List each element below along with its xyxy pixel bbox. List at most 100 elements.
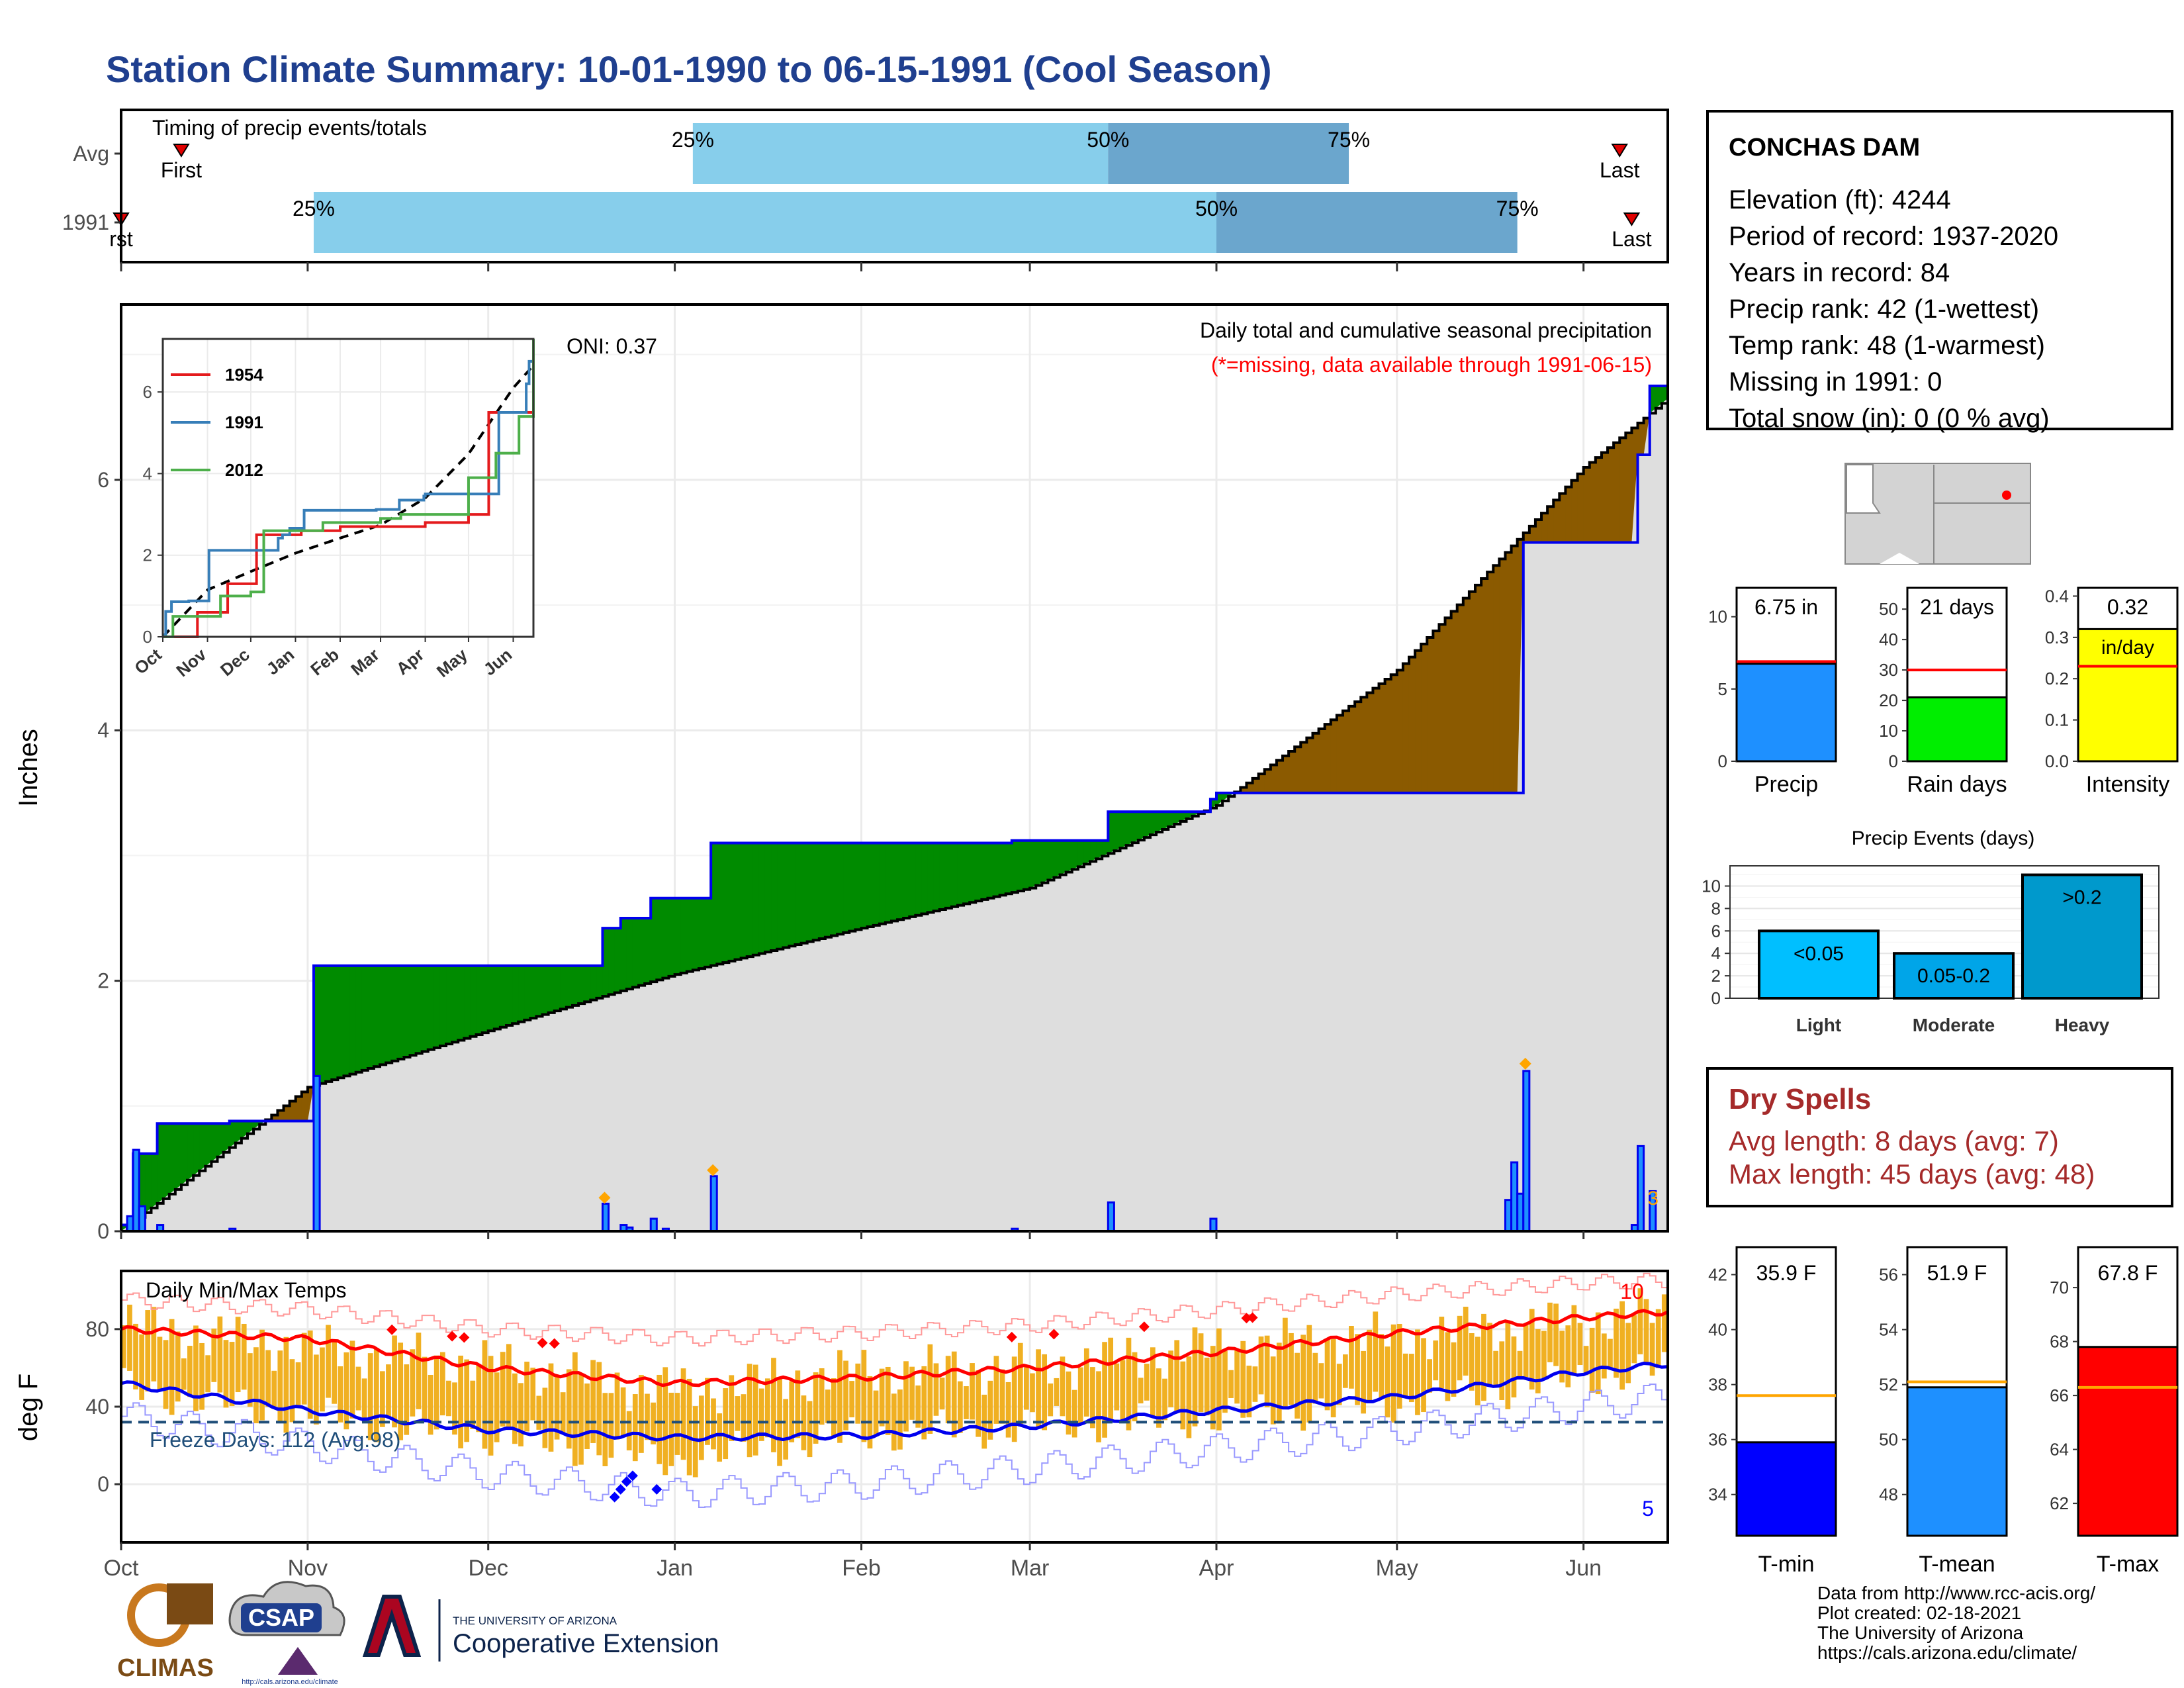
temp-ytick-label: 40 bbox=[85, 1395, 109, 1419]
mini-bar-ytick-label: 10 bbox=[1879, 721, 1898, 741]
precip-surplus-fill bbox=[151, 1153, 158, 1208]
ua-logo-a bbox=[362, 1595, 422, 1657]
precip-deficit-fill bbox=[1379, 683, 1386, 793]
daily-temp-bar bbox=[506, 1344, 512, 1430]
daily-temp-bar bbox=[1475, 1336, 1480, 1406]
daily-temp-bar bbox=[801, 1395, 807, 1450]
daily-temp-bar bbox=[795, 1370, 801, 1438]
precip-surplus-fill bbox=[253, 1121, 260, 1129]
record-high-marker bbox=[1006, 1331, 1017, 1342]
daily-temp-bar bbox=[157, 1336, 163, 1390]
precip-surplus-fill bbox=[668, 898, 676, 976]
daily-temp-bar bbox=[235, 1317, 241, 1393]
precip-deficit-fill bbox=[1535, 520, 1542, 543]
daily-temp-bar bbox=[873, 1390, 879, 1436]
daily-temp-bar bbox=[1295, 1352, 1300, 1419]
precip-surplus-fill bbox=[741, 843, 748, 959]
precip-surplus-fill bbox=[723, 843, 730, 963]
daily-temp-bar bbox=[404, 1364, 410, 1435]
precip-surplus-fill bbox=[717, 843, 723, 964]
precip-surplus-fill bbox=[542, 965, 549, 1015]
temp-xtick-label: Oct bbox=[104, 1556, 139, 1581]
precip-surplus-fill bbox=[338, 965, 345, 1078]
precip-surplus-fill bbox=[320, 965, 326, 1084]
precip-surplus-fill bbox=[1649, 385, 1657, 414]
daily-temp-bar bbox=[837, 1350, 842, 1443]
daily-temp-bar bbox=[964, 1386, 969, 1419]
mini-bar-ytick-label: 30 bbox=[1879, 660, 1898, 680]
mini-bar-label: Intensity bbox=[2086, 772, 2170, 797]
precip-surplus-fill bbox=[458, 965, 465, 1041]
precip-deficit-fill bbox=[1385, 679, 1392, 793]
daily-temp-bar bbox=[386, 1364, 391, 1418]
daily-temp-bar bbox=[903, 1361, 909, 1432]
precip-deficit-fill bbox=[1330, 720, 1338, 793]
events-bar-label: <0.05 bbox=[1794, 943, 1844, 964]
inset-series-1991 bbox=[163, 359, 533, 636]
daily-temp-bar bbox=[1493, 1350, 1499, 1385]
precip-surplus-fill bbox=[674, 898, 682, 975]
precip-deficit-fill bbox=[1390, 675, 1398, 793]
daily-temp-bar bbox=[1066, 1371, 1071, 1435]
daily-temp-bar bbox=[945, 1356, 951, 1424]
daily-temp-bar bbox=[1614, 1308, 1619, 1378]
precip-deficit-fill bbox=[1427, 637, 1433, 793]
daily-temp-bar bbox=[259, 1329, 265, 1421]
daily-temp-bar bbox=[1324, 1338, 1330, 1411]
precip-surplus-fill bbox=[326, 965, 332, 1082]
timing-p50-label: 50% bbox=[1195, 197, 1238, 220]
precip-surplus-fill bbox=[211, 1123, 218, 1162]
precip-surplus-fill bbox=[662, 898, 670, 978]
daily-temp-bar bbox=[283, 1336, 289, 1433]
daily-precip-bar bbox=[138, 1205, 146, 1233]
precip-surplus-fill bbox=[1192, 812, 1199, 816]
precip-deficit-fill bbox=[1336, 715, 1343, 793]
mini-bar-ytick-label: 0.0 bbox=[2045, 751, 2069, 771]
inset-ytick-label: 4 bbox=[143, 463, 152, 483]
record-low-marker bbox=[609, 1491, 620, 1503]
inset-legend-label: 1954 bbox=[225, 365, 263, 385]
precip-deficit-fill bbox=[1565, 487, 1572, 543]
precip-deficit-fill bbox=[295, 1096, 302, 1121]
mini-bar-ytick-label: 0.1 bbox=[2045, 710, 2069, 730]
precip-surplus-fill bbox=[752, 843, 760, 955]
precip-surplus-fill bbox=[1036, 840, 1042, 886]
daily-temp-bar bbox=[608, 1393, 614, 1458]
csap-logo-badge bbox=[241, 1603, 322, 1632]
timing-last-label: Last bbox=[1612, 227, 1652, 251]
daily-temp-bar bbox=[181, 1358, 187, 1390]
station-years: Years in record: 84 bbox=[1729, 258, 1950, 287]
events-bar bbox=[1758, 929, 1880, 1000]
precip-surplus-fill bbox=[578, 965, 585, 1004]
precip-missing-note: (*=missing, data available through 1991-… bbox=[1211, 353, 1652, 377]
precip-deficit-fill bbox=[1637, 423, 1645, 455]
daily-temp-bar bbox=[313, 1354, 319, 1425]
precip-surplus-fill bbox=[819, 843, 826, 939]
precip-surplus-fill bbox=[386, 965, 392, 1063]
events-ytick-label: 6 bbox=[1711, 921, 1721, 941]
precip-avg-line bbox=[121, 398, 1669, 1233]
daily-temp-bar bbox=[1036, 1349, 1041, 1427]
precip-surplus-fill bbox=[355, 965, 363, 1072]
precip-deficit-fill bbox=[1595, 457, 1602, 543]
precip-surplus-fill bbox=[1005, 843, 1013, 894]
daily-temp-bar bbox=[289, 1359, 295, 1423]
precip-surplus-fill bbox=[169, 1123, 176, 1194]
precip-surplus-fill bbox=[921, 843, 929, 914]
precip-deficit-fill bbox=[1541, 513, 1548, 543]
precip-surplus-fill bbox=[1071, 840, 1079, 870]
daily-temp-bar bbox=[524, 1362, 529, 1432]
daily-temp-bar bbox=[1180, 1361, 1186, 1430]
timing-last-marker bbox=[1623, 212, 1641, 226]
daily-temp-bar bbox=[789, 1381, 795, 1442]
daily-temp-bar bbox=[843, 1360, 848, 1430]
precip-surplus-fill bbox=[729, 843, 736, 961]
precip-deficit-fill bbox=[1625, 432, 1633, 543]
precip-surplus-fill bbox=[187, 1123, 194, 1180]
daily-temp-bar bbox=[500, 1352, 506, 1427]
precip-surplus-fill bbox=[807, 843, 814, 942]
precip-ytick-label: 4 bbox=[97, 718, 109, 742]
precip-deficit-fill bbox=[1499, 559, 1506, 793]
precip-deficit-fill bbox=[1342, 710, 1349, 793]
